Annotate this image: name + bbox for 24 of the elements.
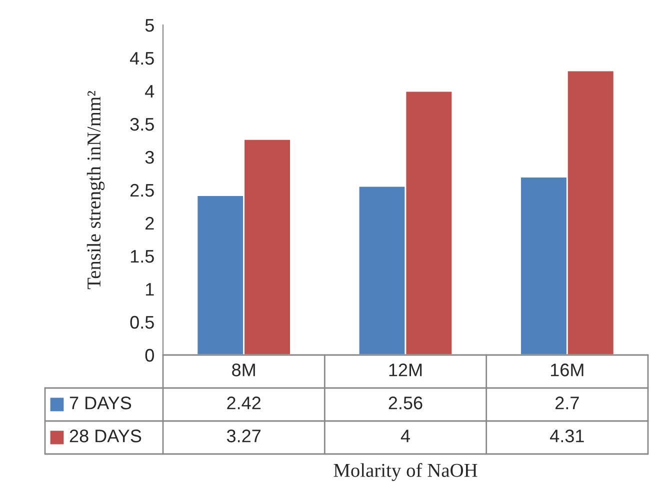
legend-label: 28 DAYS (70, 430, 142, 442)
x-tick-label: 8M (232, 364, 255, 376)
data-label: 2.42 (227, 396, 260, 410)
y-tick-label: 3.5 (130, 118, 154, 131)
y-tick-label: 3 (145, 150, 154, 164)
data-label: 4 (400, 430, 410, 442)
x-tick-label: 12M (389, 364, 422, 376)
y-axis-title: Tensile strength inN/mm² (86, 91, 105, 290)
y-tick-label: 2.5 (130, 184, 154, 197)
data-label: 2.7 (556, 396, 579, 410)
data-label: 2.56 (388, 396, 422, 410)
data-label: 4.31 (550, 430, 584, 442)
y-tick-label: 1.5 (130, 250, 154, 263)
x-tick-label: 16M (550, 364, 584, 376)
data-label: 3.27 (226, 430, 260, 442)
y-tick-label: 5 (145, 19, 154, 32)
x-axis-title: Molarity of NaOH (334, 463, 478, 481)
y-tick-label: 1 (146, 283, 154, 296)
legend-label: 7 DAYS (70, 396, 132, 410)
y-tick-label: 0.5 (130, 316, 154, 329)
y-tick-label: 0 (145, 348, 154, 362)
y-tick-label: 4.5 (130, 52, 154, 65)
y-tick-label: 2 (146, 216, 154, 230)
y-tick-label: 4 (145, 85, 154, 98)
